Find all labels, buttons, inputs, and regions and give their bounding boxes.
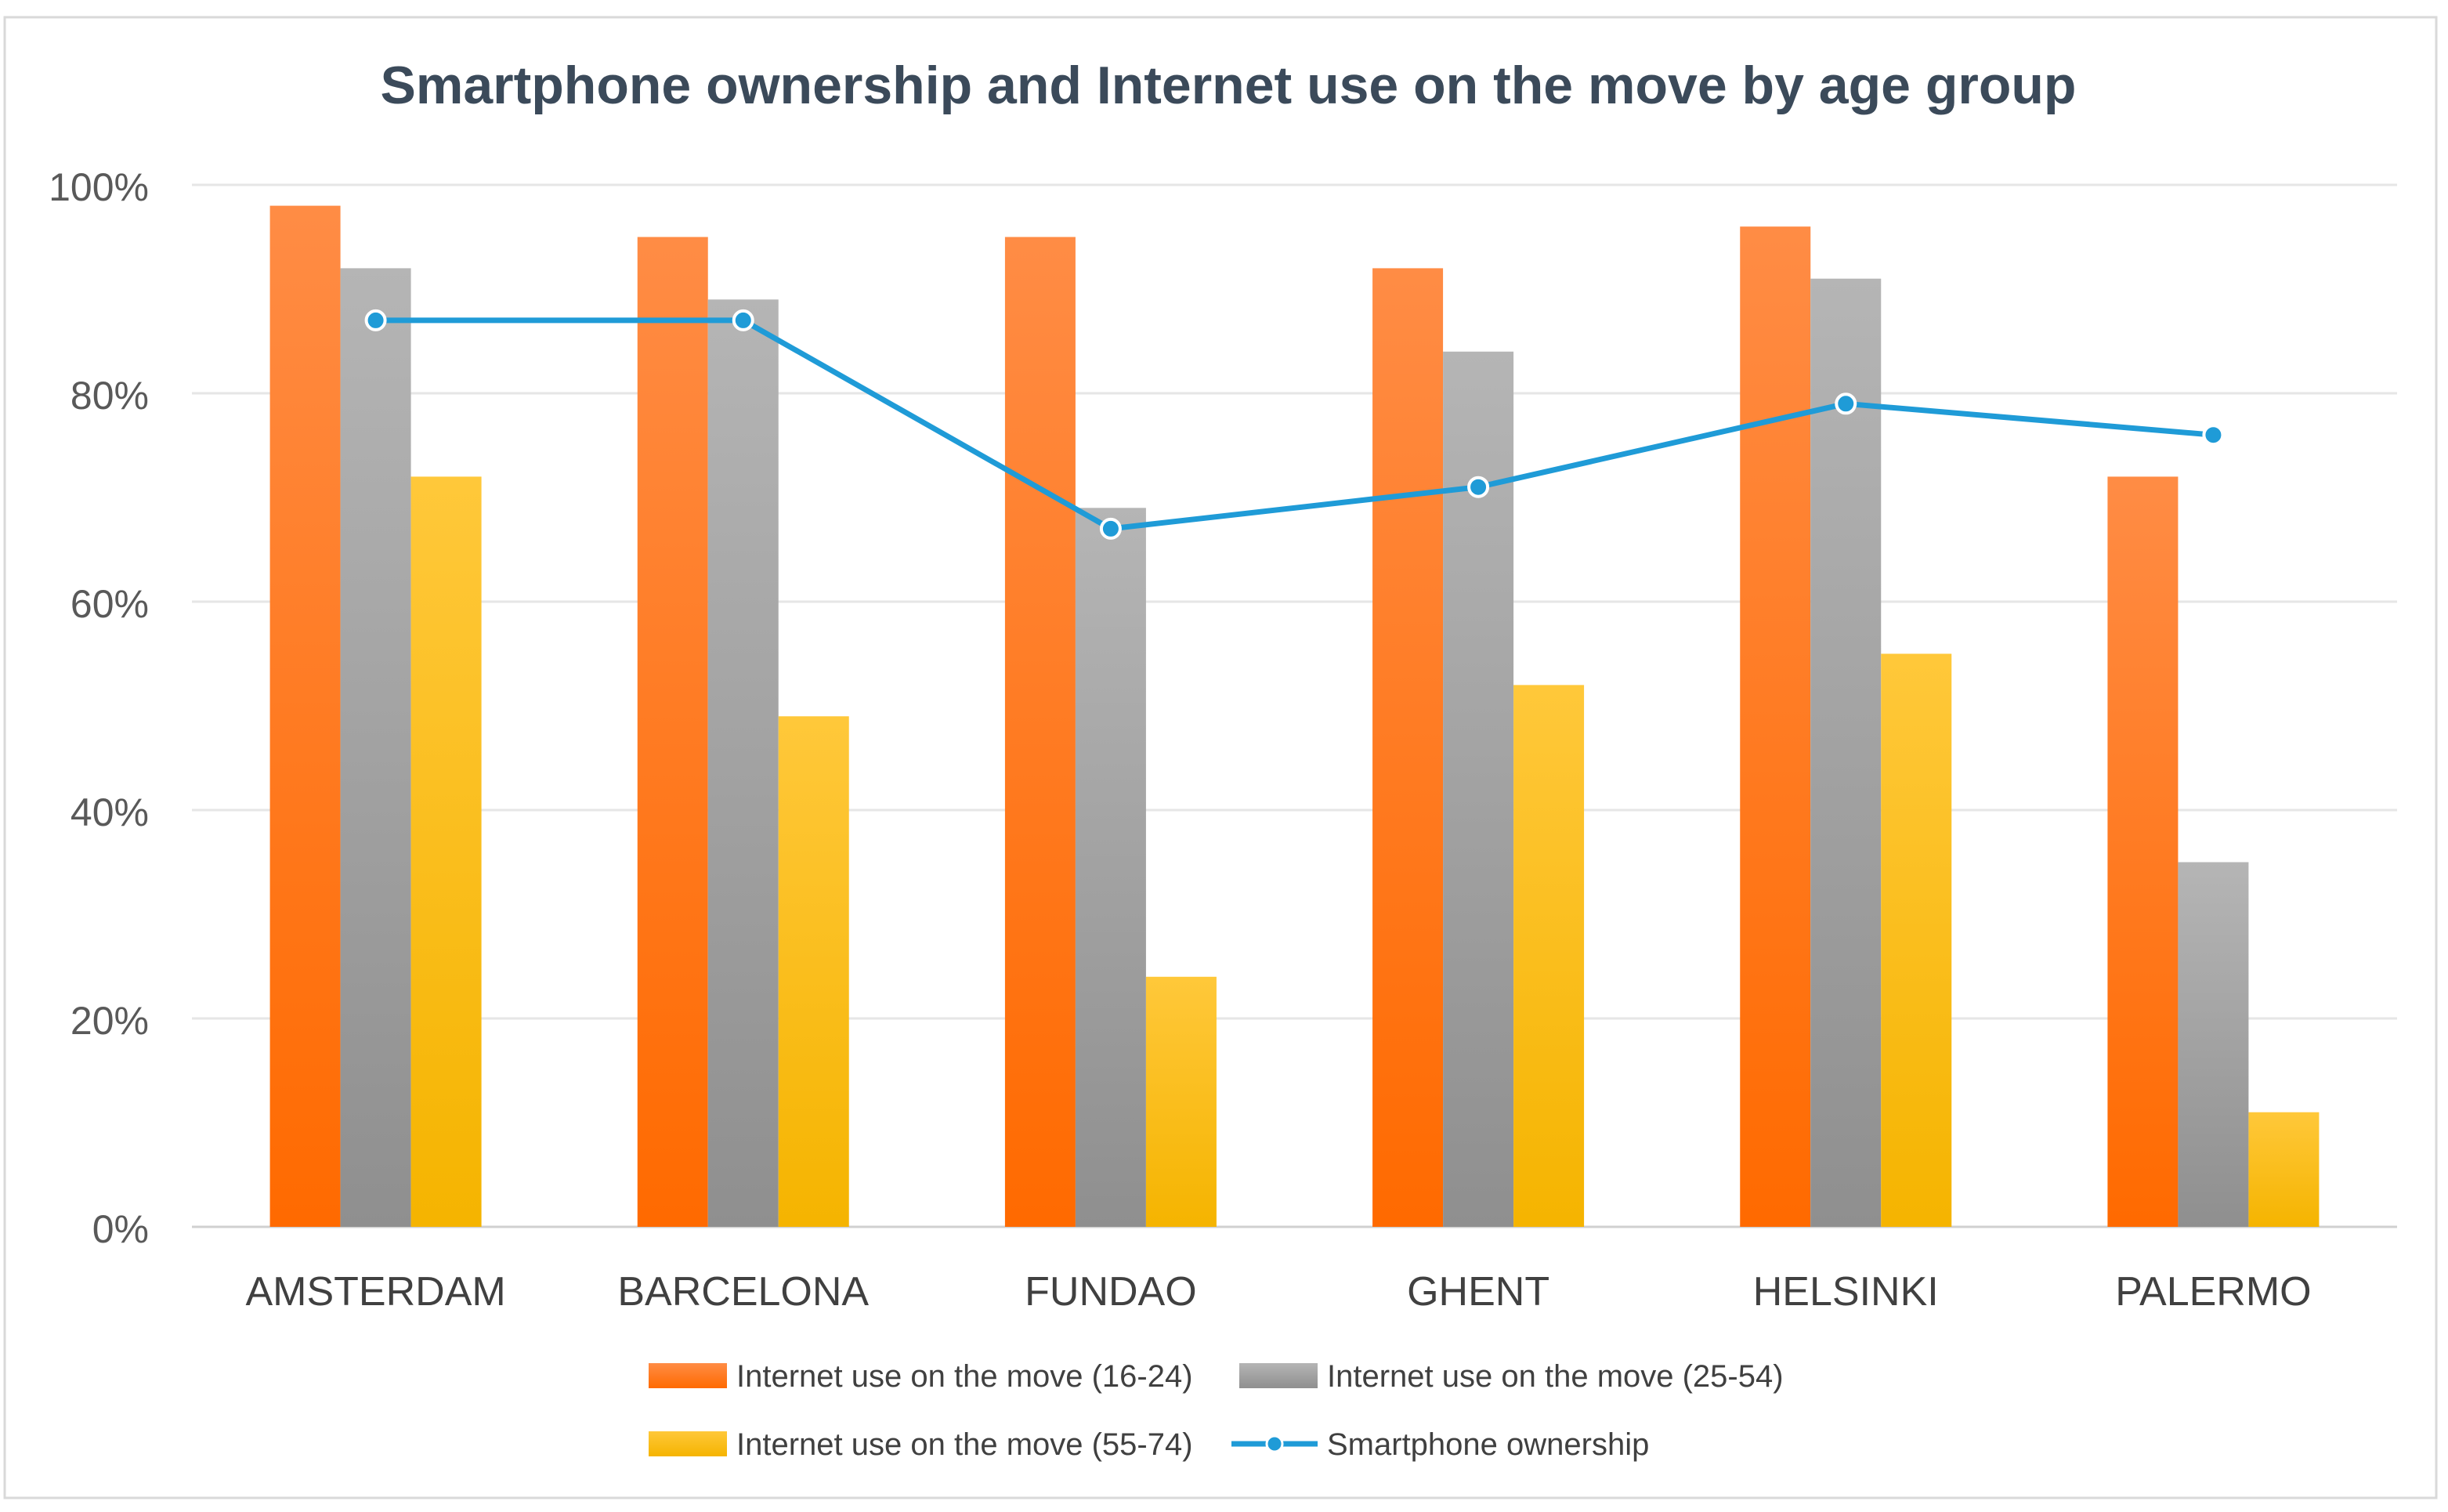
x-tick-label: AMSTERDAM [245,1269,505,1315]
y-tick-label: 80% [71,374,149,418]
legend-swatch [649,1431,727,1456]
line-point-palermo [2202,424,2225,447]
x-tick-label: HELSINKI [1753,1269,1939,1315]
bar-3-barcelona [778,716,849,1227]
bar-1-palermo [2107,476,2179,1227]
x-axis: AMSTERDAM BARCELONA FUNDAO GHENT HELSINKI PAL… [245,1269,2311,1315]
bar-3-palermo [2248,1112,2320,1227]
bar-3-ghent [1513,685,1585,1227]
line-point-helsinki [1835,392,1857,415]
y-tick-label: 0% [92,1207,149,1251]
y-tick-label: 60% [71,582,149,626]
line-smartphone-ownership [375,317,2214,532]
bar-2-barcelona [707,299,779,1227]
legend-label: Internet use on the move (55-74) [736,1427,1193,1462]
bar-1-barcelona [637,237,708,1227]
y-tick-label: 20% [71,999,149,1043]
x-tick-label: BARCELONA [617,1269,869,1315]
y-tick-label: 100% [49,165,149,209]
bars [269,205,2320,1228]
bar-2-fundao [1075,508,1146,1227]
legend-swatch [1239,1363,1318,1388]
bar-2-helsinki [1810,278,1882,1228]
bar-2-palermo [2178,862,2249,1227]
bar-3-fundao [1145,976,1217,1227]
legend-label: Internet use on the move (16-24) [736,1359,1193,1394]
legend: Internet use on the move (16-24) Internet… [649,1359,1784,1462]
bar-1-fundao [1004,237,1076,1227]
bar-2-amsterdam [340,268,411,1227]
legend-label: Internet use on the move (25-54) [1327,1359,1784,1394]
gridlines [192,183,2397,1228]
smartphone-ownership-line [364,309,2225,540]
line-point-barcelona [732,309,754,331]
x-tick-label: GHENT [1407,1269,1549,1315]
line-point-fundao [1099,517,1122,540]
y-axis: 0% 20% 40% 60% 80% 100% [49,165,149,1251]
y-tick-label: 40% [71,790,149,834]
bar-3-helsinki [1881,653,1952,1227]
legend-label: Smartphone ownership [1327,1427,1649,1462]
line-point-ghent [1467,476,1490,498]
line-point-amsterdam [364,309,387,331]
bar-3-amsterdam [410,476,482,1227]
legend-line-marker [1265,1434,1284,1453]
x-tick-label: FUNDAO [1025,1269,1197,1315]
bar-1-amsterdam [269,205,341,1228]
bar-1-ghent [1372,268,1444,1227]
chart-title: Smartphone ownership and Internet use on… [381,56,2077,115]
legend-swatch [649,1363,727,1388]
x-tick-label: PALERMO [2115,1269,2311,1315]
bar-1-helsinki [1740,226,1811,1228]
